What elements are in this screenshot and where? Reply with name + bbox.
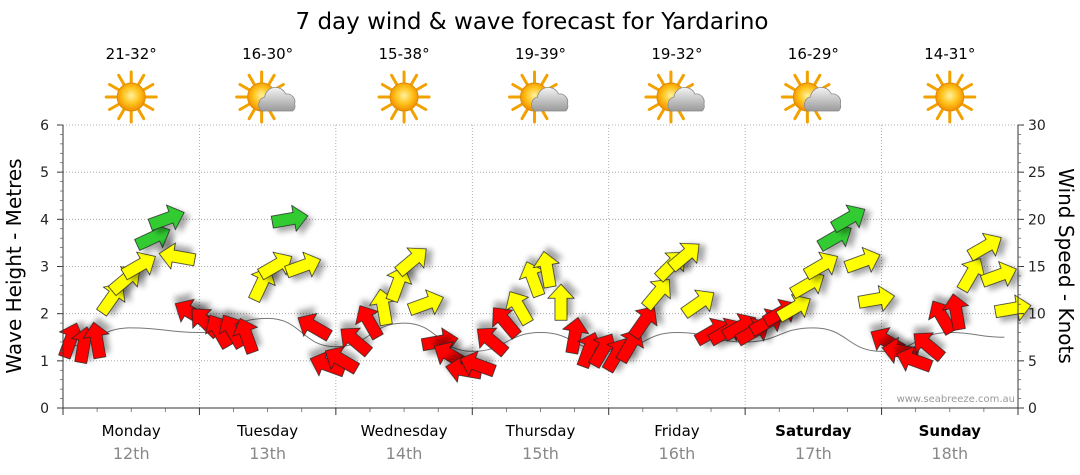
sun-icon <box>923 70 977 124</box>
right-tick-label: 0 <box>1028 401 1037 417</box>
wind-arrow <box>993 294 1032 322</box>
sun-icon <box>377 70 431 124</box>
left-tick-label: 2 <box>40 307 49 323</box>
wind-arrow <box>297 312 333 342</box>
date-label: 17th <box>795 444 832 463</box>
wind-arrow <box>406 289 444 316</box>
wind-arrow <box>459 350 497 378</box>
watermark: www.seabreeze.com.au <box>897 394 1015 405</box>
wind-arrow <box>340 327 373 358</box>
wind-arrow <box>120 251 156 281</box>
right-tick-label: 20 <box>1028 212 1046 228</box>
wind-arrow <box>147 204 185 231</box>
cloud-icon <box>258 86 296 112</box>
wind-arrow <box>802 251 839 281</box>
wind-arrow <box>324 345 361 375</box>
temperature-range: 16-30° <box>242 45 293 63</box>
right-tick-label: 15 <box>1028 260 1046 276</box>
date-label: 18th <box>931 444 968 463</box>
left-axis-label: Wave Height - Metres <box>2 158 26 373</box>
date-label: 15th <box>522 444 559 463</box>
wind-arrow <box>561 316 590 355</box>
weather-forecast-row: 21-32° 16-30° 15-38° 19-39° 19-32° 16-29° 14-3… <box>104 45 977 124</box>
wind-arrow <box>270 204 309 233</box>
date-label: 13th <box>249 444 286 463</box>
wind-arrow <box>394 247 427 278</box>
wind-arrow <box>667 242 700 273</box>
day-label: Sunday <box>919 422 982 440</box>
wind-arrow <box>913 332 946 363</box>
wind-arrow <box>843 246 881 274</box>
day-label: Wednesday <box>361 422 448 440</box>
temperature-range: 16-29° <box>788 45 839 63</box>
wind-arrow <box>857 284 896 313</box>
right-tick-label: 30 <box>1028 118 1046 134</box>
day-label: Thursday <box>505 422 576 440</box>
wind-arrow <box>232 317 259 355</box>
left-tick-label: 3 <box>40 260 49 276</box>
wind-arrow <box>680 289 715 319</box>
wind-arrow <box>505 291 534 327</box>
left-tick-label: 1 <box>40 354 49 370</box>
wind-arrow <box>775 294 811 323</box>
wind-arrow <box>158 242 197 270</box>
cloud-icon <box>531 86 569 112</box>
date-label: 14th <box>386 444 423 463</box>
day-label: Friday <box>654 422 700 440</box>
wind-arrow <box>385 266 413 303</box>
temperature-range: 21-32° <box>106 45 157 63</box>
cloud-icon <box>667 86 705 112</box>
wind-arrow <box>82 321 110 360</box>
wind-arrow <box>355 305 384 341</box>
temperature-range: 14-31° <box>924 45 975 63</box>
chart-title: 7 day wind & wave forecast for Yardarino <box>296 9 769 35</box>
left-tick-label: 5 <box>40 165 49 181</box>
date-label: 12th <box>113 444 150 463</box>
wind-arrow <box>641 279 671 312</box>
wind-arrow <box>628 306 658 341</box>
plot-axes: 0 1 2 3 4 5 6 0 5 10 15 20 25 30 Monday 12th Tuesday 13th… <box>40 118 1046 463</box>
wind-arrow <box>956 258 986 294</box>
wind-arrow <box>476 327 510 358</box>
wind-arrow <box>896 345 934 373</box>
right-tick-label: 25 <box>1028 165 1046 181</box>
wind-arrow <box>532 250 561 289</box>
temperature-range: 19-32° <box>651 45 702 63</box>
sun-icon <box>104 70 158 124</box>
left-tick-label: 6 <box>40 118 49 134</box>
wind-arrow <box>830 204 866 234</box>
wind-arrow <box>941 293 970 331</box>
date-label: 16th <box>659 444 696 463</box>
wind-arrow <box>547 283 575 321</box>
right-tick-label: 5 <box>1028 354 1037 370</box>
day-label: Saturday <box>775 422 852 440</box>
wind-arrow <box>284 251 322 279</box>
wind-arrow <box>492 307 522 340</box>
wind-arrow-series <box>58 204 1032 384</box>
day-label: Monday <box>102 422 161 440</box>
wind-arrow <box>979 260 1017 288</box>
left-tick-label: 0 <box>40 401 49 417</box>
wind-arrow <box>966 232 1002 262</box>
cloud-icon <box>803 86 842 112</box>
right-axis-label: Wind Speed - Knots <box>1054 168 1078 364</box>
day-label: Tuesday <box>236 422 298 440</box>
temperature-range: 19-39° <box>515 45 566 63</box>
right-tick-label: 10 <box>1028 307 1046 323</box>
left-tick-label: 4 <box>40 212 49 228</box>
temperature-range: 15-38° <box>379 45 430 63</box>
